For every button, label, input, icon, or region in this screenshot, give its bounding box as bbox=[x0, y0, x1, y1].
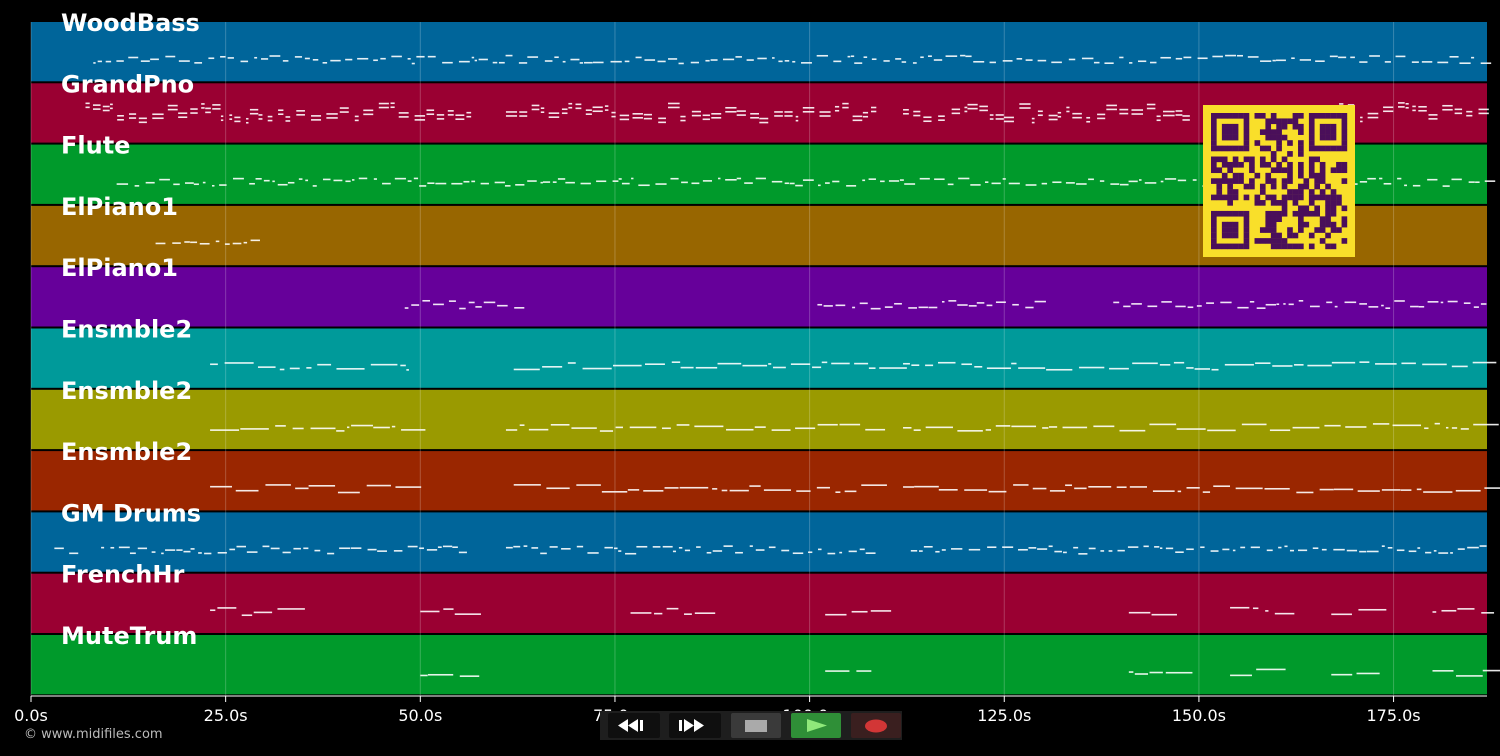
track-lane bbox=[31, 451, 1487, 511]
time-tick-label: 25.0s bbox=[204, 706, 248, 725]
transport-bar bbox=[600, 711, 902, 740]
track-name-label: ElPiano1 bbox=[61, 193, 178, 221]
fast-forward-icon bbox=[679, 719, 704, 732]
time-tick-label: 150.0s bbox=[1172, 706, 1226, 725]
time-tick-label: 0.0s bbox=[14, 706, 48, 725]
track-lane bbox=[31, 573, 1487, 633]
track-notes bbox=[155, 239, 260, 245]
track-notes bbox=[54, 545, 1487, 555]
track-lane bbox=[31, 328, 1487, 388]
track-notes bbox=[85, 102, 1489, 124]
track-lane bbox=[31, 267, 1487, 327]
track-notes bbox=[210, 422, 1499, 432]
record-icon bbox=[865, 719, 887, 733]
track-name-label: Ensmble2 bbox=[61, 316, 192, 344]
qr-code bbox=[1203, 105, 1355, 257]
track-notes bbox=[93, 54, 1492, 65]
time-tick-label: 50.0s bbox=[398, 706, 442, 725]
track-name-label: MuteTrum bbox=[61, 622, 197, 650]
track-notes bbox=[420, 668, 1500, 677]
track-name-label: GM Drums bbox=[61, 499, 201, 527]
time-tick-label: 125.0s bbox=[977, 706, 1031, 725]
track-name-label: Flute bbox=[61, 132, 130, 160]
track-lane bbox=[31, 512, 1487, 572]
track-notes bbox=[210, 606, 1495, 617]
time-tick-label: 175.0s bbox=[1366, 706, 1420, 725]
track-name-label: ElPiano1 bbox=[61, 254, 178, 282]
track-lane bbox=[31, 22, 1487, 82]
track-name-label: WoodBass bbox=[61, 9, 200, 37]
track-lane bbox=[31, 635, 1487, 695]
track-name-label: Ensmble2 bbox=[61, 438, 192, 466]
track-notes bbox=[116, 177, 1496, 187]
play-icon bbox=[807, 719, 827, 732]
fast-forward-button[interactable] bbox=[669, 713, 721, 738]
play-button[interactable] bbox=[791, 713, 841, 738]
track-lane bbox=[31, 389, 1487, 450]
stop-icon bbox=[745, 720, 767, 732]
track-notes bbox=[404, 299, 1487, 310]
track-notes bbox=[210, 484, 1500, 494]
stop-button[interactable] bbox=[731, 713, 781, 738]
track-notes bbox=[210, 361, 1497, 371]
track-name-label: FrenchHr bbox=[61, 561, 184, 589]
record-button[interactable] bbox=[851, 713, 901, 738]
rewind-icon bbox=[618, 719, 643, 732]
track-name-label: GrandPno bbox=[61, 70, 194, 98]
copyright-credit: © www.midifiles.com bbox=[24, 727, 163, 742]
rewind-button[interactable] bbox=[608, 713, 660, 738]
track-name-label: Ensmble2 bbox=[61, 377, 192, 405]
